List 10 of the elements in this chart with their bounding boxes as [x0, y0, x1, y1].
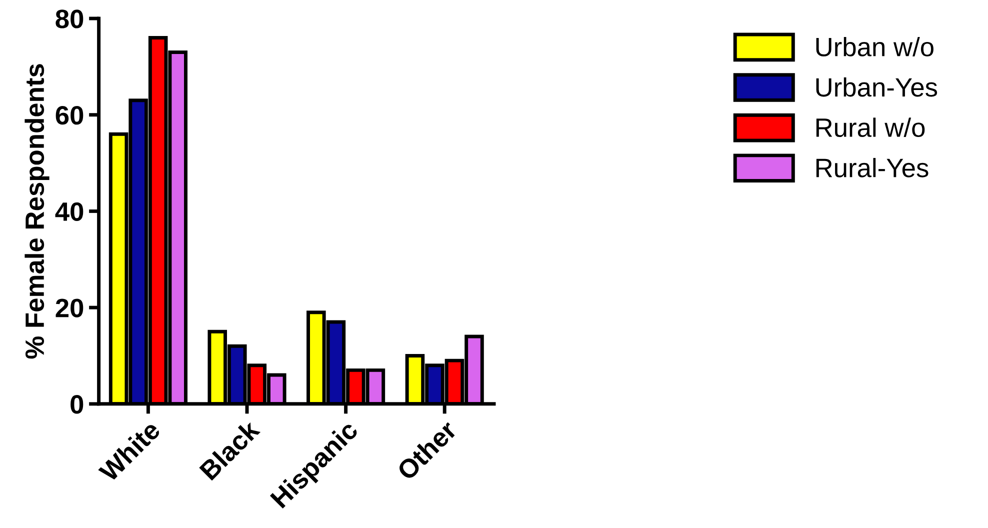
y-tick-label: 60 [56, 106, 84, 125]
y-tick-label: 80 [56, 10, 84, 28]
y-tick-label: 40 [55, 202, 84, 222]
legend-label: Urban w/o [816, 37, 934, 56]
legend-label: Rural w/o [816, 118, 925, 138]
legend-label: Rural-Yes [816, 158, 928, 178]
legend-label: Urban-Yes [816, 77, 938, 97]
y-tick-label: 0 [70, 395, 84, 414]
y-axis-title: % Female Respondents [24, 64, 50, 359]
y-tick-label: 20 [56, 298, 84, 318]
